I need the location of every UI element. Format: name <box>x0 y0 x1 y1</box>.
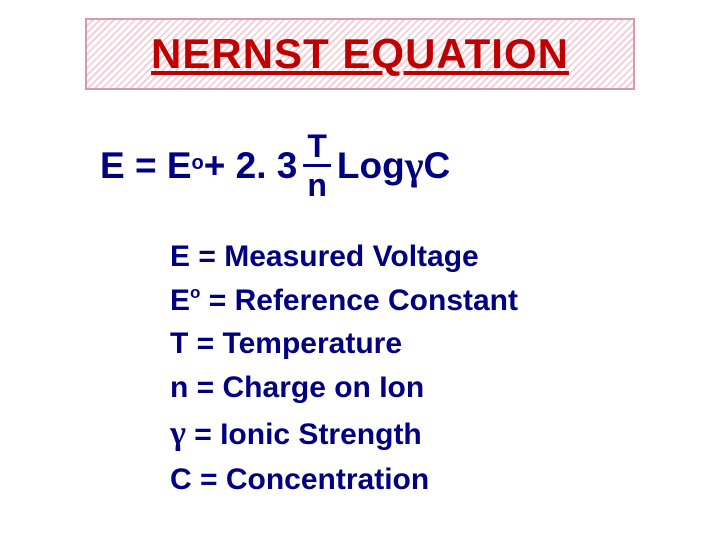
eq-fraction: T n <box>303 130 331 201</box>
eq-pre: E = E <box>100 145 192 187</box>
legend-line-4: n = Charge on Ion <box>170 366 518 410</box>
equation: E = Eo + 2. 3 T n Log γ C <box>100 130 450 201</box>
legend-2-sup: o <box>190 283 200 302</box>
legend-line-3: T = Temperature <box>170 322 518 366</box>
legend-2-val: = Reference Constant <box>200 284 518 317</box>
fraction-denominator: n <box>307 167 327 201</box>
title-box: NERNST EQUATION <box>85 18 635 90</box>
eq-mid: + 2. 3 <box>204 145 298 187</box>
legend-1-val: Measured Voltage <box>224 240 479 273</box>
eq-log: Log <box>337 145 405 187</box>
eq-superscript: o <box>192 152 204 175</box>
legend-line-1: E = Measured Voltage <box>170 235 518 279</box>
fraction-numerator: T <box>303 130 331 167</box>
legend-5-val: = Ionic Strength <box>186 418 422 451</box>
eq-tail: C <box>423 145 450 187</box>
legend-5-gamma: γ <box>170 415 186 452</box>
legend-line-2: Eo = Reference Constant <box>170 279 518 323</box>
legend-1-pre: E = <box>170 240 224 273</box>
legend-2-pre: E <box>170 284 190 317</box>
eq-gamma: γ <box>405 142 424 189</box>
legend-line-6: C = Concentration <box>170 458 518 502</box>
legend-line-5: γ = Ionic Strength <box>170 409 518 458</box>
legend: E = Measured Voltage Eo = Reference Cons… <box>170 235 518 502</box>
title-text: NERNST EQUATION <box>151 30 569 78</box>
